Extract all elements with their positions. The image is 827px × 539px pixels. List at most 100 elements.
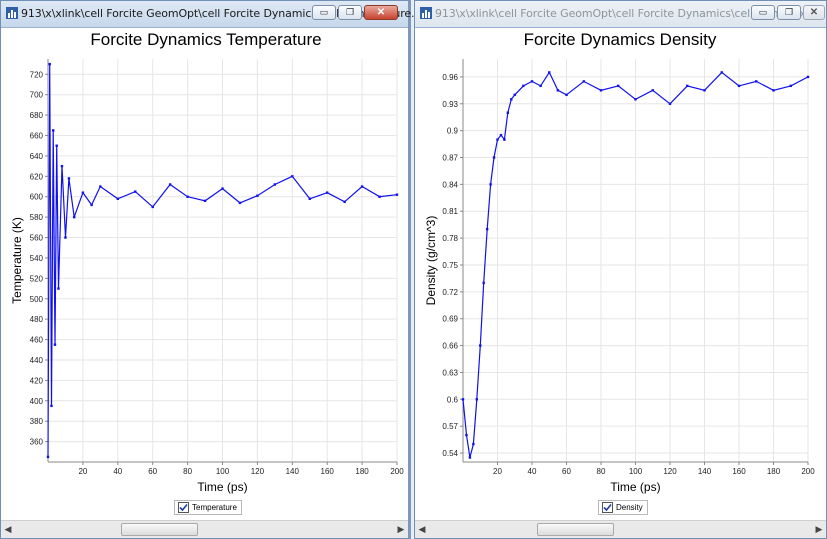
scroll-left-arrow[interactable]: ◀ [4,524,12,534]
legend-temperature[interactable]: Temperature [174,500,242,515]
y-axis-label: Density (g/cm^3) [424,216,438,306]
y-tick-label: 500 [30,295,44,304]
data-point [221,187,224,190]
data-point [203,199,207,203]
minimize-button[interactable]: ▭ [312,5,336,20]
data-point [806,75,810,79]
y-tick-label: 380 [30,417,44,426]
data-point [273,183,277,186]
data-point [755,80,758,83]
y-axis-label: Temperature (K) [10,217,24,304]
data-point [617,84,620,88]
y-tick-label: 0.84 [442,180,458,189]
y-tick-label: 660 [30,132,44,141]
window-title: 913\x\xlink\cell Forcite GeomOpt\cell Fo… [435,7,819,20]
data-point [499,133,503,137]
data-point [360,185,364,188]
y-tick-label: 360 [30,438,44,447]
data-point [703,89,706,92]
x-tick-label: 160 [732,467,746,476]
horizontal-scrollbar[interactable]: ◀ ▶ [1,520,408,538]
data-point [291,175,294,178]
chart-document-icon [420,7,432,19]
data-point [513,93,516,97]
x-tick-label: 20 [78,467,87,476]
data-point [492,156,496,159]
y-tick-label: 720 [30,70,44,79]
data-point [53,343,57,346]
y-tick-label: 0.75 [442,261,458,270]
data-point [64,236,67,239]
y-tick-label: 0.78 [442,234,458,243]
data-point [55,144,58,147]
checkmark-icon [603,503,612,512]
scroll-right-arrow[interactable]: ▶ [397,524,405,534]
data-point [465,433,468,437]
data-point [50,404,53,408]
minimize-button[interactable]: ▭ [751,5,775,20]
data-point [67,177,71,180]
x-tick-label: 100 [629,467,643,476]
horizontal-scrollbar[interactable]: ◀ ▶ [415,520,826,538]
close-button[interactable]: ✕ [803,5,825,20]
data-point [308,197,311,200]
y-tick-label: 400 [30,397,44,406]
x-tick-label: 200 [390,467,404,476]
y-tick-label: 0.69 [442,315,458,324]
data-point [99,185,102,188]
checkmark-icon [179,503,188,512]
data-point [522,84,525,88]
x-axis-label: Time (ps) [610,480,660,494]
data-point [72,215,76,219]
x-tick-label: 100 [216,467,230,476]
scroll-right-arrow[interactable]: ▶ [815,524,823,534]
close-button[interactable]: ✕ [364,5,398,20]
data-point [238,201,242,205]
data-point [634,98,637,101]
data-point [479,344,482,347]
data-point [326,191,329,194]
data-point [489,183,492,186]
data-point [256,194,259,197]
data-point [343,200,346,204]
y-tick-label: 580 [30,213,44,222]
density-window[interactable]: 913\x\xlink\cell Forcite GeomOpt\cell Fo… [414,0,827,539]
restore-button[interactable]: ❐ [777,5,801,20]
x-tick-label: 180 [767,467,781,476]
data-point [506,111,510,114]
data-point [81,191,85,194]
scroll-left-arrow[interactable]: ◀ [418,524,426,534]
window-title-bar[interactable]: 913\x\xlink\cell Forcite GeomOpt\cell Fo… [1,1,434,28]
legend-density[interactable]: Density [598,500,648,515]
y-tick-label: 560 [30,234,44,243]
x-tick-label: 180 [355,467,369,476]
checkbox-density[interactable] [602,502,613,513]
data-point [461,398,465,401]
x-tick-label: 40 [528,467,537,476]
data-point [468,456,472,459]
data-point [582,80,585,83]
scroll-thumb[interactable] [121,523,198,536]
temperature-chart: Forcite Dynamics Temperature 360 380 400 420… [10,30,404,494]
x-tick-label: 40 [113,467,122,476]
window-title-bar[interactable]: 913\x\xlink\cell Forcite GeomOpt\cell Fo… [415,1,826,28]
data-point [116,197,119,200]
data-point [60,164,64,168]
y-tick-label: 0.96 [442,73,458,82]
data-point [46,455,50,459]
y-tick-label: 520 [30,274,44,283]
x-tick-label: 60 [148,467,157,476]
temperature-window[interactable]: 913\x\xlink\cell Forcite GeomOpt\cell Fo… [0,0,434,539]
checkbox-temperature[interactable] [178,502,189,513]
data-point [539,84,542,88]
data-point [599,89,603,92]
data-point [90,203,93,207]
data-point [52,129,55,132]
chart-title: Forcite Dynamics Density [524,30,717,49]
restore-button[interactable]: ❐ [338,5,362,20]
scroll-thumb[interactable] [537,523,614,536]
y-tick-label: 0.9 [447,127,459,136]
y-tick-label: 620 [30,172,44,181]
data-point [496,138,499,141]
data-point [772,89,775,92]
